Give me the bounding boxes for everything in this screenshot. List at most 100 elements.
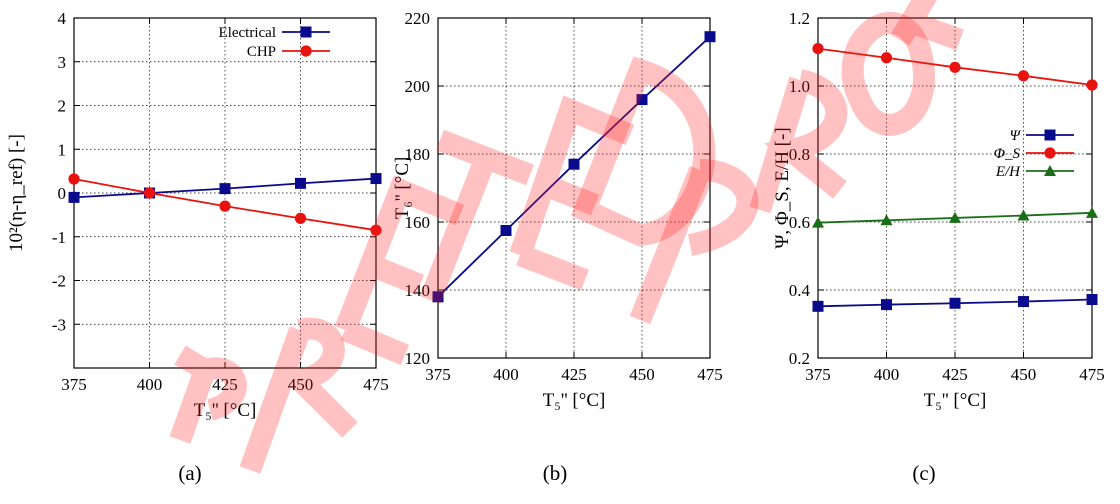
x-tick-label: 450 — [288, 375, 314, 394]
x-tick-label: 425 — [212, 375, 238, 394]
y-tick-label: 220 — [405, 9, 431, 28]
y-axis-label: T₆'' [°C] — [392, 157, 413, 220]
y-tick-label: 0.2 — [789, 349, 810, 368]
data-point — [370, 173, 382, 185]
chart-panel-b: 375 400 425 450 475 120 140 160 180 200 220 T₅'' [°… — [392, 9, 723, 485]
data-point — [219, 183, 231, 195]
data-point — [812, 216, 824, 228]
legend-label: Φ_S — [994, 146, 1021, 162]
x-tick-label: 450 — [1011, 365, 1037, 384]
y-tick-label: 4 — [58, 9, 67, 28]
data-point — [370, 224, 382, 236]
data-point — [812, 300, 824, 312]
x-tick-label: 400 — [493, 365, 519, 384]
x-tick-label: 375 — [425, 365, 451, 384]
data-point — [294, 212, 307, 224]
panel-caption: (b) — [543, 461, 568, 485]
x-tick-label: 475 — [1079, 365, 1105, 384]
watermark-stroke — [749, 69, 848, 214]
y-tick-label: 0.8 — [789, 145, 810, 164]
legend-label: Ψ — [1009, 128, 1021, 144]
data-point — [949, 61, 961, 73]
y-tick-label: 0 — [58, 184, 67, 203]
data-point — [1086, 206, 1098, 218]
data-point — [704, 31, 716, 43]
y-tick-label: 0.4 — [789, 281, 811, 300]
y-tick-label: 0.6 — [789, 213, 810, 232]
x-tick-label: 425 — [561, 365, 587, 384]
x-tick-label: 400 — [874, 365, 900, 384]
x-tick-label: 475 — [363, 375, 389, 394]
data-point — [1017, 209, 1030, 221]
data-point — [568, 158, 580, 170]
data-point — [1086, 294, 1098, 306]
y-tick-label: 200 — [405, 77, 431, 96]
legend-label: Electrical — [219, 25, 276, 41]
data-point — [500, 225, 512, 236]
x-tick-label: 375 — [61, 375, 87, 394]
data-point — [881, 299, 892, 311]
y-tick-label: -1 — [52, 228, 66, 247]
legend-marker — [1044, 129, 1056, 141]
data-point — [219, 200, 231, 212]
panel-caption: (a) — [178, 461, 201, 485]
watermark-stroke — [169, 345, 247, 444]
x-tick-label: 375 — [805, 365, 831, 384]
legend: Electrical CHP — [219, 25, 330, 60]
x-tick-label: 400 — [137, 375, 163, 394]
data-point — [68, 173, 80, 185]
data-point — [1017, 70, 1030, 82]
watermark-stroke — [629, 159, 759, 325]
legend-marker — [300, 26, 312, 38]
watermark-stroke — [509, 95, 635, 291]
y-tick-label: 160 — [405, 213, 431, 232]
watermark-stroke — [841, 12, 935, 136]
data-point — [295, 177, 306, 189]
watermark-stroke — [239, 317, 358, 474]
data-point — [636, 94, 648, 106]
watermark-stroke — [334, 175, 465, 366]
y-tick-label: 3 — [58, 53, 67, 72]
data-point — [949, 297, 961, 309]
data-point — [1086, 79, 1098, 91]
y-tick-label: -2 — [52, 272, 66, 291]
legend: Ψ Φ_S E/H — [994, 128, 1074, 180]
y-tick-label: 180 — [405, 145, 431, 164]
data-point — [880, 52, 893, 64]
watermark-stroke — [419, 129, 534, 305]
x-tick-label: 450 — [629, 365, 655, 384]
y-axis-label: 10²(η-η_ref) [-] — [6, 134, 27, 252]
data-point — [1018, 296, 1029, 308]
y-tick-label: 1.2 — [789, 9, 810, 28]
data-point — [432, 291, 444, 303]
legend-label: CHP — [247, 44, 276, 60]
x-axis-label: T₅'' [°C] — [924, 390, 987, 411]
x-tick-label: 425 — [942, 365, 968, 384]
legend-marker — [300, 45, 312, 57]
y-tick-label: 1 — [58, 140, 67, 159]
watermark-overlay — [169, 0, 964, 474]
y-tick-label: 120 — [405, 349, 431, 368]
y-tick-label: 1.0 — [789, 77, 810, 96]
legend-label: E/H — [995, 164, 1021, 180]
y-tick-label: -3 — [52, 315, 66, 334]
data-point — [68, 191, 80, 203]
data-point — [143, 187, 156, 199]
legend-marker — [1044, 165, 1056, 176]
data-point — [880, 214, 893, 226]
x-tick-label: 475 — [697, 365, 723, 384]
watermark-stroke — [890, 0, 964, 51]
y-tick-label: 2 — [58, 97, 67, 116]
y-tick-label: 140 — [405, 281, 431, 300]
x-axis-label: T₅'' [°C] — [194, 400, 257, 421]
data-point — [812, 43, 824, 55]
panel-caption: (c) — [912, 461, 935, 485]
y-axis-label: Ψ, Φ_S, E/H [-] — [772, 127, 793, 248]
legend-marker — [1044, 147, 1056, 159]
data-point — [949, 211, 961, 223]
chart-panel-a: 375 400 425 450 475 -3 -2 -1 0 1 2 3 4 T₅'' [°C] 10²(η… — [6, 9, 389, 485]
watermark-stroke — [570, 56, 716, 247]
x-axis-label: T₅'' [°C] — [543, 390, 606, 411]
chart-panel-c: 375 400 425 450 475 0.2 0.4 0.6 0.8 1.0 1.2 T₅'' [°… — [772, 9, 1105, 485]
